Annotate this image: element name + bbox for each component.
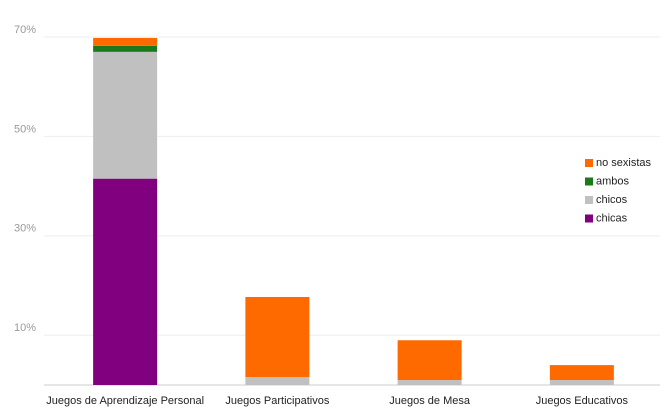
- x-tick-label: Juegos de Aprendizaje Personal: [46, 395, 204, 407]
- bar-segment: [245, 377, 310, 385]
- legend-swatch: [585, 214, 593, 223]
- x-tick-label: Juegos Educativos: [536, 395, 629, 407]
- bar-segment: [245, 296, 310, 378]
- legend-label: chicas: [596, 212, 628, 224]
- legend-label: ambos: [596, 175, 630, 187]
- bar-segment: [93, 37, 158, 46]
- bar-segment: [397, 340, 462, 381]
- x-tick-label: Juegos de Mesa: [389, 395, 471, 407]
- y-tick-label: 50%: [14, 123, 36, 135]
- legend-swatch: [585, 196, 593, 204]
- y-tick-label: 30%: [14, 223, 36, 235]
- y-tick-label: 70%: [14, 24, 36, 36]
- bar-segment: [93, 178, 158, 385]
- y-tick-label: 10%: [14, 322, 36, 334]
- bar-segment: [549, 380, 614, 385]
- legend-label: no sexistas: [596, 157, 652, 169]
- x-tick-label: Juegos Participativos: [225, 395, 329, 407]
- bar-segment: [93, 45, 158, 52]
- legend-label: chicos: [596, 194, 628, 206]
- legend-swatch: [585, 177, 593, 186]
- bar-segment: [397, 380, 462, 385]
- bar-segment: [93, 51, 158, 179]
- legend-swatch: [585, 159, 593, 167]
- bar-segment: [549, 365, 614, 381]
